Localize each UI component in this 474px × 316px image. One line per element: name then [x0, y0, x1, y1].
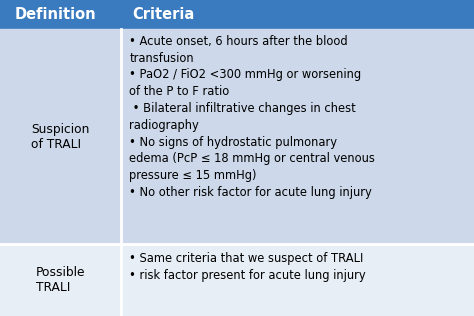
- Bar: [0, 29, 474, 244]
- Bar: [0, 0, 474, 29]
- Text: Criteria: Criteria: [133, 7, 195, 22]
- Text: Suspicion
of TRALI: Suspicion of TRALI: [31, 123, 90, 150]
- Text: • Acute onset, 6 hours after the blood
transfusion
• PaO2 / FiO2 <300 mmHg or wo: • Acute onset, 6 hours after the blood t…: [129, 35, 375, 199]
- Text: Definition: Definition: [14, 7, 96, 22]
- Text: • Same criteria that we suspect of TRALI
• risk factor present for acute lung in: • Same criteria that we suspect of TRALI…: [129, 252, 366, 282]
- Bar: [0, 244, 474, 316]
- Text: Possible
TRALI: Possible TRALI: [36, 266, 85, 294]
